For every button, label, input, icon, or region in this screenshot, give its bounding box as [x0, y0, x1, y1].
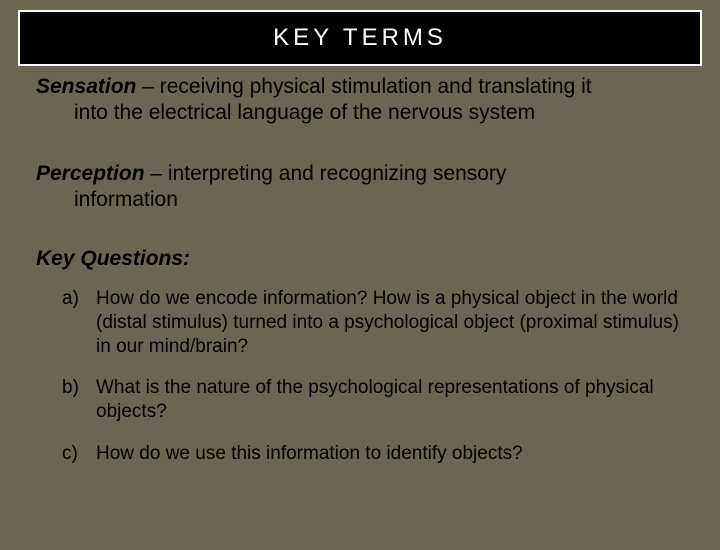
term-sensation: Sensation – receiving physical stimulati…: [36, 74, 684, 127]
question-letter: c): [62, 442, 96, 466]
title-box: KEY TERMS: [18, 10, 702, 66]
term-dash: –: [136, 75, 159, 98]
term-label: Sensation: [36, 75, 136, 98]
question-c: c) How do we use this information to ide…: [62, 442, 684, 466]
question-b: b) What is the nature of the psychologic…: [62, 376, 684, 424]
question-letter: b): [62, 376, 96, 424]
term-label: Perception: [36, 162, 145, 185]
term-dash: –: [145, 162, 168, 185]
question-letter: a): [62, 287, 96, 358]
content-area: Sensation – receiving physical stimulati…: [0, 66, 720, 466]
question-list: a) How do we encode information? How is …: [36, 287, 684, 466]
page-title: KEY TERMS: [20, 24, 700, 52]
question-a: a) How do we encode information? How is …: [62, 287, 684, 358]
questions-header: Key Questions:: [36, 247, 684, 271]
term-line2: information: [36, 187, 684, 213]
term-line1: receiving physical stimulation and trans…: [160, 75, 592, 98]
term-perception: Perception – interpreting and recognizin…: [36, 161, 684, 214]
term-line1: interpreting and recognizing sensory: [168, 162, 507, 185]
term-line2: into the electrical language of the nerv…: [36, 100, 684, 126]
question-text: How do we encode information? How is a p…: [96, 287, 684, 358]
question-text: What is the nature of the psychological …: [96, 376, 684, 424]
question-text: How do we use this information to identi…: [96, 442, 684, 466]
